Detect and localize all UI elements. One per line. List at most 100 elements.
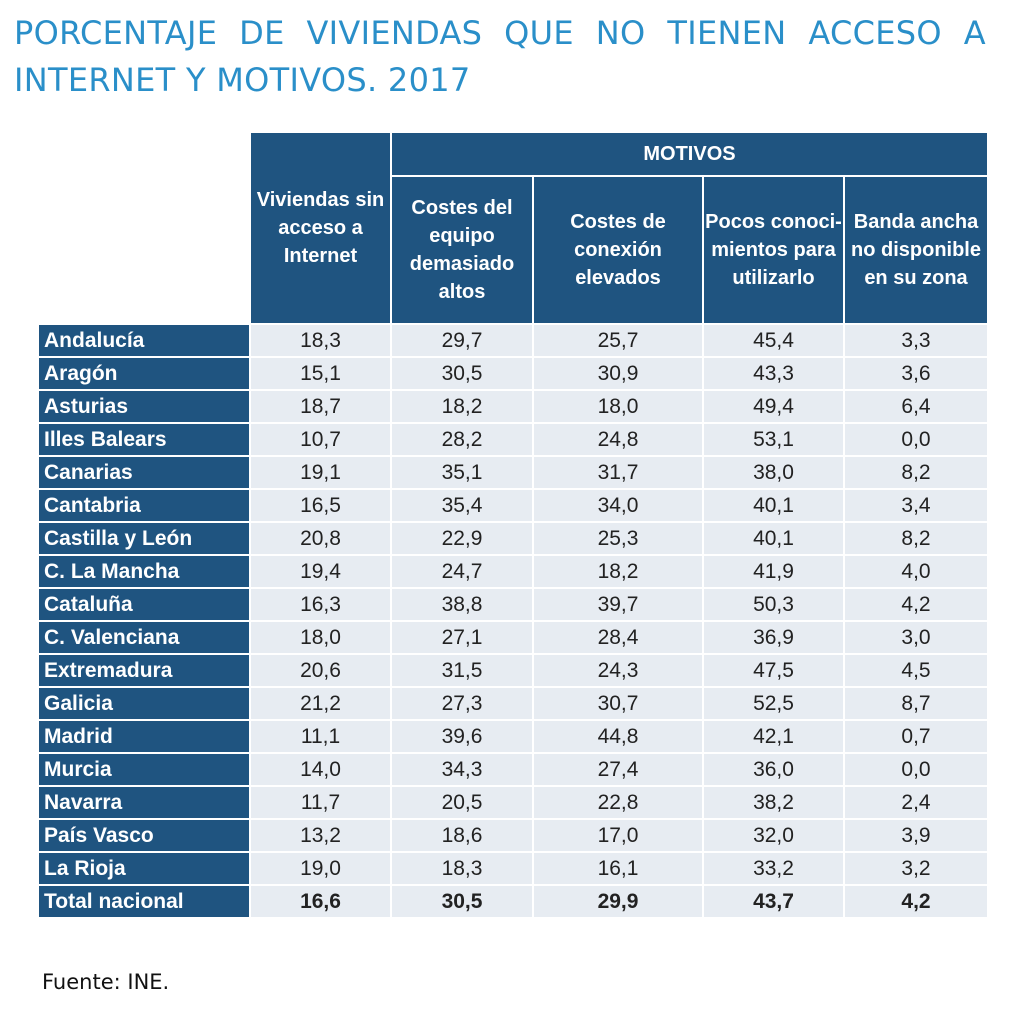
value-cell: 43,7 — [702, 884, 845, 919]
column-header: Viviendas sin acceso a Internet — [249, 131, 392, 325]
value-cell: 19,4 — [249, 554, 392, 589]
table-row: Castilla y León 20,8 22,9 25,3 40,1 8,2 — [37, 521, 989, 556]
value-cell: 21,2 — [249, 686, 392, 721]
value-cell: 0,7 — [843, 719, 989, 754]
value-cell: 29,9 — [532, 884, 704, 919]
value-cell: 39,7 — [532, 587, 704, 622]
value-cell: 18,3 — [390, 851, 534, 886]
table-row: Illes Balears 10,7 28,2 24,8 53,1 0,0 — [37, 422, 989, 457]
region-label: Navarra — [37, 785, 251, 820]
value-cell: 35,1 — [390, 455, 534, 490]
value-cell: 32,0 — [702, 818, 845, 853]
value-cell: 38,0 — [702, 455, 845, 490]
value-cell: 16,6 — [249, 884, 392, 919]
region-label: Total nacional — [37, 884, 251, 919]
value-cell: 16,1 — [532, 851, 704, 886]
value-cell: 34,3 — [390, 752, 534, 787]
value-cell: 3,4 — [843, 488, 989, 523]
value-cell: 11,7 — [249, 785, 392, 820]
value-cell: 8,2 — [843, 455, 989, 490]
value-cell: 24,3 — [532, 653, 704, 688]
region-label: Illes Balears — [37, 422, 251, 457]
value-cell: 0,0 — [843, 422, 989, 457]
value-cell: 17,0 — [532, 818, 704, 853]
column-header: Costes del equipo demasiado altos — [390, 175, 534, 325]
value-cell: 4,2 — [843, 884, 989, 919]
value-cell: 49,4 — [702, 389, 845, 424]
region-label: Aragón — [37, 356, 251, 391]
value-cell: 6,4 — [843, 389, 989, 424]
value-cell: 31,5 — [390, 653, 534, 688]
value-cell: 30,5 — [390, 884, 534, 919]
value-cell: 52,5 — [702, 686, 845, 721]
value-cell: 3,6 — [843, 356, 989, 391]
region-label: Asturias — [37, 389, 251, 424]
region-label: Murcia — [37, 752, 251, 787]
table-row: Canarias 19,1 35,1 31,7 38,0 8,2 — [37, 455, 989, 490]
value-cell: 11,1 — [249, 719, 392, 754]
value-cell: 18,2 — [532, 554, 704, 589]
value-cell: 3,9 — [843, 818, 989, 853]
value-cell: 45,4 — [702, 323, 845, 358]
table-row: Murcia 14,0 34,3 27,4 36,0 0,0 — [37, 752, 989, 787]
table-row: País Vasco 13,2 18,6 17,0 32,0 3,9 — [37, 818, 989, 853]
value-cell: 29,7 — [390, 323, 534, 358]
value-cell: 3,0 — [843, 620, 989, 655]
table-row: Madrid 11,1 39,6 44,8 42,1 0,7 — [37, 719, 989, 754]
value-cell: 36,0 — [702, 752, 845, 787]
region-label: C. Valenciana — [37, 620, 251, 655]
region-label: Cataluña — [37, 587, 251, 622]
page-title: PORCENTAJE DE VIVIENDAS QUE NO TIENEN AC… — [14, 14, 986, 99]
value-cell: 47,5 — [702, 653, 845, 688]
table-row: Extremadura 20,6 31,5 24,3 47,5 4,5 — [37, 653, 989, 688]
value-cell: 8,7 — [843, 686, 989, 721]
table-row: Aragón 15,1 30,5 30,9 43,3 3,6 — [37, 356, 989, 391]
value-cell: 36,9 — [702, 620, 845, 655]
value-cell: 30,5 — [390, 356, 534, 391]
value-cell: 18,2 — [390, 389, 534, 424]
value-cell: 18,7 — [249, 389, 392, 424]
value-cell: 18,0 — [532, 389, 704, 424]
value-cell: 22,8 — [532, 785, 704, 820]
value-cell: 13,2 — [249, 818, 392, 853]
region-label: La Rioja — [37, 851, 251, 886]
column-header: Pocos conoci-mientos para utilizarlo — [702, 175, 845, 325]
value-cell: 15,1 — [249, 356, 392, 391]
table-row: Cantabria 16,5 35,4 34,0 40,1 3,4 — [37, 488, 989, 523]
region-label: C. La Mancha — [37, 554, 251, 589]
table-row: Galicia 21,2 27,3 30,7 52,5 8,7 — [37, 686, 989, 721]
value-cell: 18,6 — [390, 818, 534, 853]
total-row: Total nacional 16,6 30,5 29,9 43,7 4,2 — [37, 884, 989, 919]
value-cell: 27,3 — [390, 686, 534, 721]
value-cell: 38,2 — [702, 785, 845, 820]
region-label: Cantabria — [37, 488, 251, 523]
data-table: Viviendas sin acceso a Internet MOTIVOS … — [37, 131, 989, 919]
region-label: Galicia — [37, 686, 251, 721]
region-label: Madrid — [37, 719, 251, 754]
table-row: C. La Mancha 19,4 24,7 18,2 41,9 4,0 — [37, 554, 989, 589]
table-row: La Rioja 19,0 18,3 16,1 33,2 3,2 — [37, 851, 989, 886]
value-cell: 19,1 — [249, 455, 392, 490]
value-cell: 4,2 — [843, 587, 989, 622]
value-cell: 41,9 — [702, 554, 845, 589]
table-row: Cataluña 16,3 38,8 39,7 50,3 4,2 — [37, 587, 989, 622]
value-cell: 25,3 — [532, 521, 704, 556]
table-row: Navarra 11,7 20,5 22,8 38,2 2,4 — [37, 785, 989, 820]
value-cell: 42,1 — [702, 719, 845, 754]
value-cell: 28,2 — [390, 422, 534, 457]
value-cell: 10,7 — [249, 422, 392, 457]
value-cell: 44,8 — [532, 719, 704, 754]
value-cell: 3,2 — [843, 851, 989, 886]
region-label: Canarias — [37, 455, 251, 490]
source-note: Fuente: INE. — [42, 970, 170, 994]
value-cell: 30,9 — [532, 356, 704, 391]
region-label: Andalucía — [37, 323, 251, 358]
region-label: País Vasco — [37, 818, 251, 853]
value-cell: 31,7 — [532, 455, 704, 490]
table-row: Andalucía 18,3 29,7 25,7 45,4 3,3 — [37, 323, 989, 358]
value-cell: 2,4 — [843, 785, 989, 820]
value-cell: 19,0 — [249, 851, 392, 886]
value-cell: 30,7 — [532, 686, 704, 721]
value-cell: 40,1 — [702, 488, 845, 523]
value-cell: 14,0 — [249, 752, 392, 787]
